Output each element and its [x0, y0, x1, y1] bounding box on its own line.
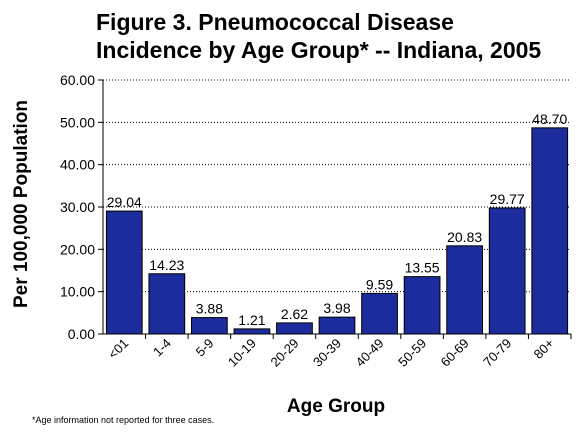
bar [361, 292, 398, 335]
data-label: 3.88 [196, 301, 223, 317]
data-label: 14.23 [149, 257, 184, 273]
x-tick-label: 10-19 [225, 336, 259, 370]
x-tick-labels: <01 1-4 5-9 10-19 20-29 30-39 40-49 50-59 60-69 7… [105, 336, 557, 370]
y-tick-labels: 0.00 10.00 20.00 30.00 40.00 50.00 60.00 [60, 72, 95, 342]
data-label: 29.77 [490, 191, 525, 207]
x-tick-label: 1-4 [150, 336, 174, 360]
bar [148, 273, 186, 335]
y-axis-label: Per 100,000 Population [11, 100, 32, 308]
y-tick-label: 40.00 [60, 157, 95, 173]
data-label: 29.04 [107, 194, 142, 210]
x-tick-label: 60-69 [438, 336, 472, 370]
x-tick-label: 40-49 [353, 336, 387, 370]
y-tick-label: 30.00 [60, 199, 95, 215]
bars [105, 127, 569, 335]
x-tick-label: 5-9 [193, 336, 217, 360]
data-label: 9.59 [366, 276, 393, 292]
y-tick-label: 60.00 [60, 72, 95, 88]
data-label: 3.98 [323, 300, 350, 316]
footnote: *Age information not reported for three … [32, 415, 214, 425]
bar [403, 276, 441, 335]
y-tick-label: 50.00 [60, 114, 95, 130]
chart-title-line-1: Figure 3. Pneumococcal Disease [96, 9, 454, 35]
x-tick-label: 50-59 [395, 336, 429, 370]
bar [276, 322, 313, 335]
y-tick-label: 20.00 [60, 241, 95, 257]
y-tick-label: 10.00 [60, 284, 95, 300]
x-axis-label: Age Group [287, 396, 385, 417]
x-tick-label: <01 [105, 336, 131, 362]
x-tick-label: 70-79 [480, 336, 514, 370]
x-tick-label: 30-39 [310, 336, 344, 370]
bar [446, 245, 484, 335]
x-tick-label: 80+ [531, 336, 557, 362]
x-tick-label: 20-29 [267, 336, 301, 370]
bar [190, 317, 228, 335]
data-labels: 29.04 14.23 3.88 1.21 2.62 3.98 9.59 13.55 20.83… [107, 111, 568, 328]
bar [531, 127, 569, 335]
data-label: 1.21 [238, 312, 265, 328]
y-tick-label: 0.00 [68, 326, 95, 342]
bar [318, 316, 356, 335]
bar [488, 207, 526, 335]
bar [233, 328, 271, 335]
bar [105, 210, 143, 335]
data-label: 2.62 [281, 306, 308, 322]
data-label: 20.83 [447, 229, 482, 245]
data-label: 48.70 [532, 111, 567, 127]
chart-title-line-2: Incidence by Age Group* -- Indiana, 2005 [96, 37, 541, 63]
data-label: 13.55 [405, 260, 440, 276]
